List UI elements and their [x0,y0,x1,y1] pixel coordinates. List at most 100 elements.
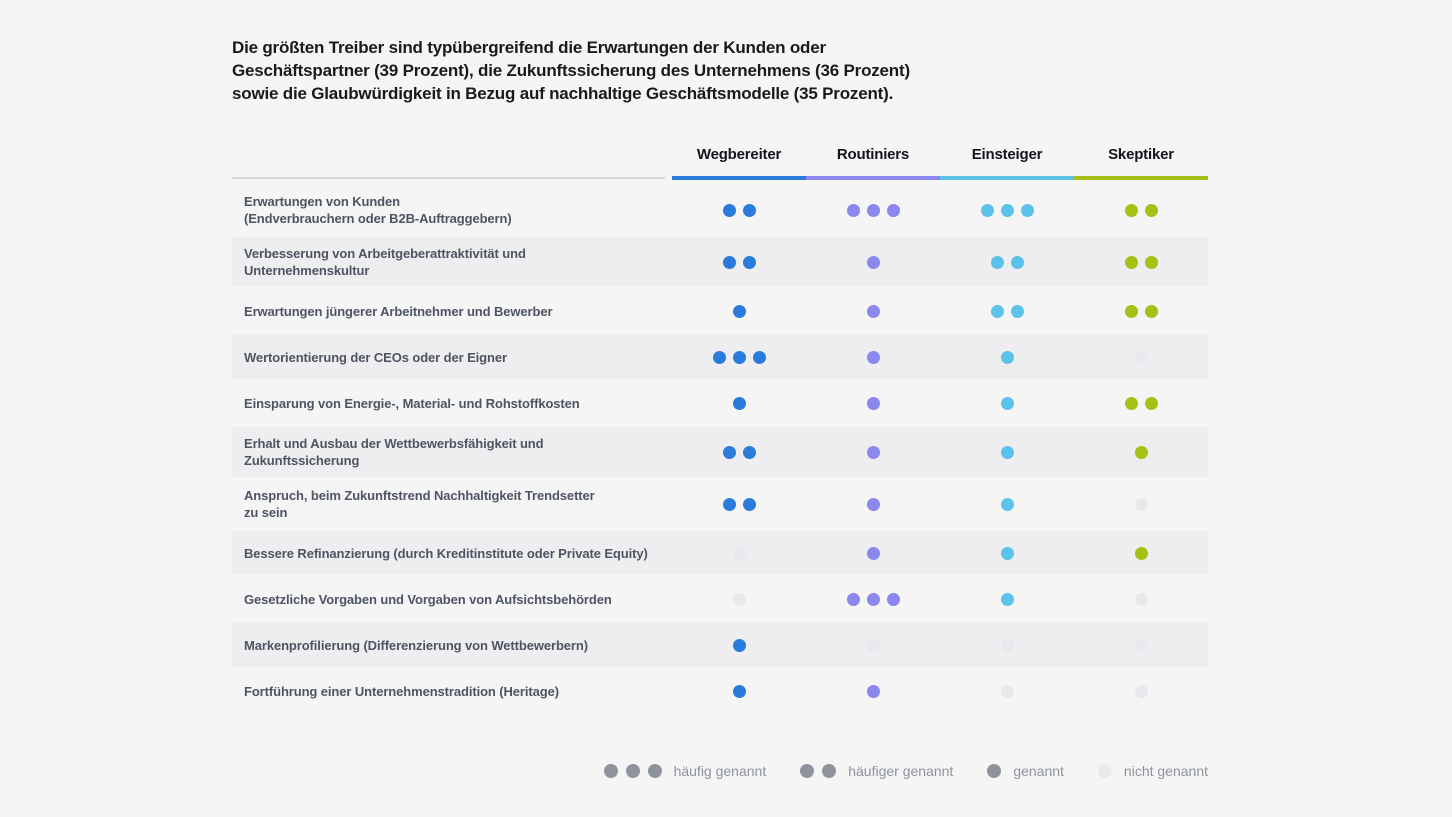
legend: häufig genannt häufiger genannt genannt nic… [232,763,1208,779]
row-label: Fortführung einer Unternehmenstradition … [244,683,559,699]
column-header-routiniers: Routiniers [806,146,940,180]
row-label: Wertorientierung der CEOs oder der Eigne… [244,349,507,365]
dot-cell-skeptiker [1074,497,1208,511]
wegbereiter-dot [752,350,766,364]
einsteiger-dot [1000,396,1014,410]
not-mentioned-dot [1000,638,1014,652]
column-header-row: Wegbereiter Routiniers Einsteiger Skeptiker [232,134,1208,180]
column-header-rule-skeptiker [1074,176,1208,180]
dot-cell-wegbereiter [672,638,806,652]
routiniers-dot [866,203,880,217]
dot-cell-wegbereiter [672,304,806,318]
column-header-rule-routiniers [806,176,940,180]
dot-cell-einsteiger [940,546,1074,560]
wegbereiter-dot [742,255,756,269]
skeptiker-dot [1144,396,1158,410]
wegbereiter-dot [712,350,726,364]
einsteiger-dot [1000,203,1014,217]
row-label: Erhalt und Ausbau der Wettbewerbsfähigke… [244,436,544,468]
not-mentioned-dot [732,592,746,606]
skeptiker-dot [1124,255,1138,269]
table-row: Wertorientierung der CEOs oder der Eigne… [232,335,1208,379]
row-label: Einsparung von Energie-, Material- und R… [244,395,580,411]
header-rule-gray [232,177,665,179]
wegbereiter-dot [732,304,746,318]
chart-title-line-2: Geschäftspartner (39 Prozent), die Zukun… [232,61,910,80]
wegbereiter-dot [742,203,756,217]
table-row: Gesetzliche Vorgaben und Vorgaben von Au… [232,577,1208,621]
mentioned-legend-dot [987,764,1002,778]
dot-cell-routiniers [806,546,940,560]
routiniers-dot [886,203,900,217]
dot-cell-routiniers [806,638,940,652]
mentioned-legend-dot [800,764,815,778]
skeptiker-dot [1134,546,1148,560]
routiniers-dot [866,396,880,410]
dot-cell-skeptiker [1074,638,1208,652]
dot-cell-einsteiger [940,592,1074,606]
driver-matrix-table: Wegbereiter Routiniers Einsteiger Skeptiker… [232,134,1208,715]
table-row: Einsparung von Energie-, Material- und R… [232,381,1208,425]
legend-label: häufiger genannt [848,763,954,779]
not-mentioned-dot [1134,638,1148,652]
legend-dots [987,764,1002,778]
table-row: Anspruch, beim Zukunftstrend Nachhaltigk… [232,479,1208,529]
routiniers-dot [886,592,900,606]
einsteiger-dot [1000,445,1014,459]
row-label: Gesetzliche Vorgaben und Vorgaben von Au… [244,591,612,607]
dot-cell-skeptiker [1074,546,1208,560]
dot-cell-skeptiker [1074,445,1208,459]
dot-cell-einsteiger [940,304,1074,318]
legend-item: häufiger genannt [800,763,953,779]
table-row: Erwartungen von Kunden (Endverbrauchern o… [232,185,1208,235]
dot-cell-wegbereiter [672,592,806,606]
wegbereiter-dot [732,350,746,364]
dot-cell-einsteiger [940,684,1074,698]
column-header-label: Skeptiker [1108,146,1174,163]
dot-cell-skeptiker [1074,350,1208,364]
dot-cell-einsteiger [940,396,1074,410]
legend-label: genannt [1013,763,1064,779]
dot-cell-routiniers [806,255,940,269]
not-mentioned-dot [1134,497,1148,511]
dot-cell-skeptiker [1074,684,1208,698]
legend-dots [800,764,837,778]
dot-cell-wegbereiter [672,684,806,698]
column-header-rule-einsteiger [940,176,1074,180]
einsteiger-dot [1010,255,1024,269]
dot-cell-skeptiker [1074,255,1208,269]
einsteiger-dot [990,255,1004,269]
dot-cell-skeptiker [1074,592,1208,606]
header-label-spacer [232,177,672,180]
table-row: Erhalt und Ausbau der Wettbewerbsfähigke… [232,427,1208,477]
legend-label: häufig genannt [673,763,767,779]
dot-cell-skeptiker [1074,304,1208,318]
routiniers-dot [866,684,880,698]
column-header-skeptiker: Skeptiker [1074,146,1208,180]
column-header-label: Wegbereiter [696,146,782,163]
legend-item: nicht genannt [1097,763,1208,779]
routiniers-dot [846,203,860,217]
dot-cell-routiniers [806,350,940,364]
dot-cell-einsteiger [940,445,1074,459]
wegbereiter-dot [742,497,756,511]
dot-cell-wegbereiter [672,445,806,459]
mentioned-legend-dot [647,764,662,778]
einsteiger-dot [1000,546,1014,560]
not-mentioned-dot [1134,350,1148,364]
not-mentioned-legend-dot [1097,764,1112,778]
legend-item: häufig genannt [603,763,767,779]
skeptiker-dot [1134,445,1148,459]
row-label: Verbesserung von Arbeitgeberattraktivitä… [244,246,526,278]
dot-cell-wegbereiter [672,350,806,364]
legend-item: genannt [987,763,1064,779]
column-header-einsteiger: Einsteiger [940,146,1074,180]
table-row: Bessere Refinanzierung (durch Kreditinst… [232,531,1208,575]
row-label: Erwartungen von Kunden (Endverbrauchern o… [244,194,512,226]
wegbereiter-dot [742,445,756,459]
wegbereiter-dot [732,396,746,410]
wegbereiter-dot [722,255,736,269]
dot-cell-routiniers [806,445,940,459]
column-header-label: Einsteiger [971,146,1043,163]
not-mentioned-dot [1134,592,1148,606]
